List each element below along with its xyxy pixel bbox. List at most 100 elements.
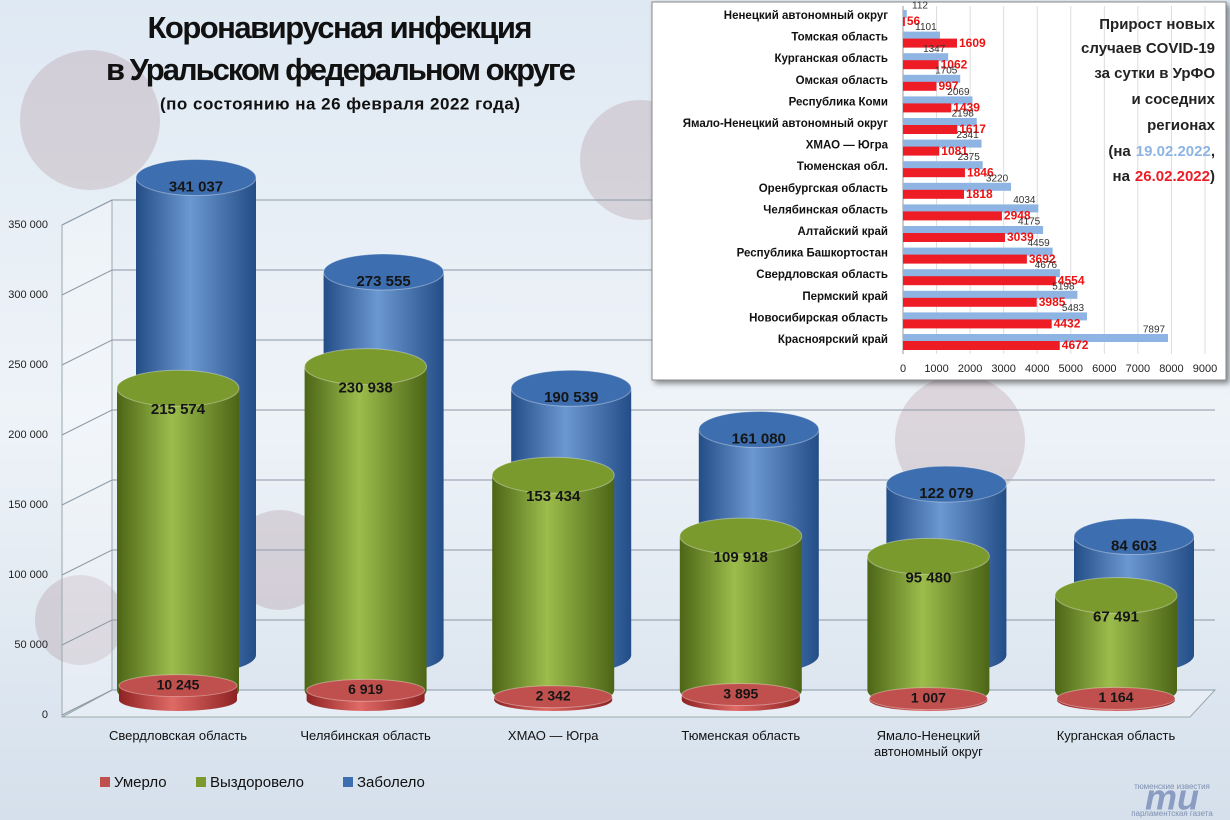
bar bbox=[903, 211, 1002, 221]
cylinder-top bbox=[1073, 518, 1195, 556]
bar bbox=[903, 233, 1005, 242]
note-part: , bbox=[1211, 143, 1215, 160]
grid-line bbox=[61, 409, 1215, 436]
bar bbox=[903, 118, 977, 126]
value-label: 10 245 bbox=[157, 676, 200, 692]
value-label: 122 079 bbox=[919, 485, 973, 502]
legend-label: Выздоровело bbox=[210, 774, 304, 791]
value-label: 1705 bbox=[935, 65, 958, 76]
value-label: 3 895 bbox=[723, 685, 758, 701]
y-tick-label: 100 000 bbox=[8, 569, 48, 581]
value-label: 1 007 bbox=[911, 689, 946, 705]
cylinder-top bbox=[118, 674, 238, 698]
bar bbox=[903, 290, 1078, 299]
x-tick-label: 7000 bbox=[1126, 363, 1150, 375]
cylinder-top bbox=[681, 683, 801, 707]
cylinder-body bbox=[304, 366, 427, 690]
legend-label: Умерло bbox=[114, 774, 167, 791]
value-label: 190 539 bbox=[544, 389, 598, 406]
y-tick-label: Алтайский край bbox=[798, 226, 888, 238]
inset-title-line: и соседних bbox=[1131, 91, 1215, 108]
value-label: 4672 bbox=[1062, 338, 1089, 352]
x-tick-label: 4000 bbox=[1025, 363, 1049, 375]
bar bbox=[903, 312, 1087, 321]
cylinder-top bbox=[698, 410, 820, 448]
cylinder bbox=[493, 685, 613, 711]
value-label: 4676 bbox=[1035, 260, 1058, 271]
y-tick-label: Новосибирская область bbox=[749, 312, 888, 324]
cylinder-body bbox=[117, 388, 239, 690]
bar bbox=[903, 103, 952, 113]
inset-title-line: случаев COVID-19 bbox=[1081, 40, 1215, 57]
cylinder-top bbox=[306, 678, 426, 702]
cylinder-body bbox=[867, 556, 990, 690]
y-tick-label: 50 000 bbox=[14, 639, 48, 651]
value-label: 3692 bbox=[1029, 252, 1056, 266]
cylinder-top bbox=[1056, 686, 1176, 710]
y-tick-label: Челябинская область bbox=[763, 204, 888, 216]
y-tick-label: 200 000 bbox=[8, 429, 48, 441]
value-label: 1101 bbox=[915, 22, 937, 33]
cylinder bbox=[866, 537, 990, 708]
x-tick-label: 5000 bbox=[1059, 363, 1083, 375]
grid-line bbox=[61, 479, 1215, 506]
grid-line bbox=[61, 619, 1215, 646]
value-label: 112 bbox=[912, 1, 928, 12]
value-label: 161 080 bbox=[732, 430, 786, 447]
value-label: 5198 bbox=[1052, 281, 1075, 292]
x-tick-label: Тюменская область bbox=[681, 728, 801, 743]
bar bbox=[903, 81, 937, 91]
cylinder bbox=[304, 348, 428, 708]
legend-swatch bbox=[196, 777, 206, 787]
y-tick-label: 150 000 bbox=[8, 499, 48, 511]
bar bbox=[903, 254, 1027, 264]
value-label: 215 574 bbox=[151, 401, 206, 418]
value-label: 2375 bbox=[958, 152, 981, 163]
y-tick-label: Курганская область bbox=[774, 53, 888, 65]
bar bbox=[903, 269, 1060, 278]
inset-title-line: за сутки в УрФО bbox=[1094, 65, 1215, 82]
value-label: 1818 bbox=[966, 187, 993, 201]
value-label: 5483 bbox=[1062, 303, 1085, 314]
value-label: 7897 bbox=[1143, 325, 1166, 336]
value-label: 2069 bbox=[947, 87, 970, 98]
x-tick-label: 9000 bbox=[1193, 363, 1217, 375]
value-label: 1081 bbox=[941, 144, 968, 158]
value-label: 4459 bbox=[1027, 238, 1050, 249]
bar bbox=[903, 10, 907, 18]
note-date: 26.02.2022 bbox=[1135, 168, 1210, 185]
side-wall bbox=[61, 199, 113, 718]
y-tick-label: Ненецкий автономный округ bbox=[724, 10, 888, 22]
x-tick-label: ХМАО — Югра bbox=[507, 728, 599, 743]
value-label: 273 555 bbox=[356, 273, 410, 290]
bar bbox=[903, 341, 1060, 350]
value-label: 84 603 bbox=[1111, 538, 1157, 555]
cylinder-top bbox=[135, 159, 257, 197]
grid-line bbox=[61, 549, 1215, 576]
grid-line bbox=[61, 689, 1215, 716]
cylinder-top bbox=[491, 456, 615, 494]
bar bbox=[903, 96, 973, 105]
title-line: Коронавирусная инфекция bbox=[148, 10, 533, 45]
inset-note: на 26.02.2022) bbox=[1113, 168, 1215, 185]
cylinder bbox=[679, 517, 803, 708]
y-tick-label: Свердловская область bbox=[756, 269, 888, 281]
cylinder bbox=[491, 456, 615, 708]
y-tick-label: 350 000 bbox=[8, 219, 48, 231]
bar bbox=[903, 17, 905, 26]
bar bbox=[903, 53, 949, 62]
y-tick-label: Красноярский край bbox=[778, 334, 888, 346]
title-line: в Уральском федеральном округе bbox=[106, 52, 576, 87]
y-tick-label: Томская область bbox=[791, 32, 888, 44]
y-tick-label: Республика Коми bbox=[789, 96, 888, 108]
value-label: 95 480 bbox=[905, 569, 951, 586]
bar bbox=[903, 139, 982, 148]
cylinder-top bbox=[116, 369, 240, 407]
value-label: 2948 bbox=[1004, 209, 1031, 223]
cylinder-top bbox=[679, 517, 803, 555]
value-label: 997 bbox=[938, 79, 958, 93]
bar bbox=[903, 276, 1056, 286]
value-label: 4034 bbox=[1013, 195, 1036, 206]
cylinder bbox=[306, 678, 426, 711]
